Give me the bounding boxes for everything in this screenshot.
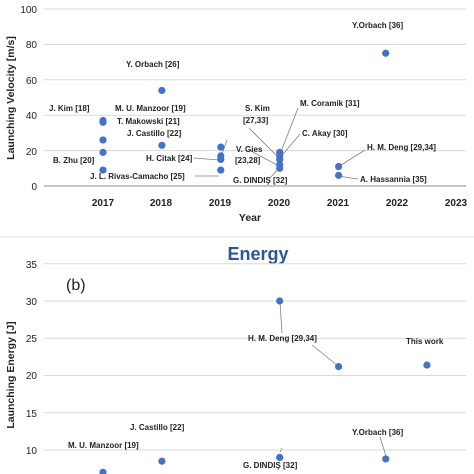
velocity-data-point: [335, 171, 343, 179]
velocity-data-point: [217, 143, 225, 151]
energy-y-tick: 20: [26, 371, 38, 382]
energy-data-point: [276, 297, 284, 305]
energy-data-point: [423, 361, 431, 369]
annotation-label: V. Gies: [236, 145, 263, 154]
energy-data-point: [382, 455, 390, 463]
velocity-x-tick: 2023: [445, 198, 468, 209]
leader-line: [248, 127, 280, 159]
energy-y-axis-label: Launching Energy [J]: [5, 321, 17, 428]
energy-annotations: H. M. Deng [29,34] This work J. Castillo…: [68, 334, 444, 470]
velocity-x-tick: 2018: [150, 198, 173, 209]
annotation-label: G. DINDIŞ [32]: [243, 461, 298, 470]
energy-data-point: [158, 457, 166, 465]
annotation-label: M. Coramik [31]: [300, 99, 360, 108]
energy-chart-title: Energy: [227, 244, 288, 264]
velocity-y-axis-label: Launching Velocity [m/s]: [5, 36, 17, 160]
energy-data-point: [276, 453, 284, 462]
annotation-label: M. U. Manzoor [19]: [115, 104, 186, 113]
annotation-label: B. Zhu [20]: [53, 156, 95, 165]
velocity-x-axis-label: Year: [239, 212, 261, 224]
velocity-points: [99, 49, 390, 179]
energy-y-ticks: 10 15 20 25 30 35: [26, 260, 38, 457]
velocity-x-tick: 2020: [268, 198, 291, 209]
energy-y-tick: 10: [26, 446, 38, 457]
velocity-y-ticks: 0 20 40 60 80 100: [20, 5, 37, 193]
energy-y-tick: 30: [26, 297, 38, 308]
velocity-annotations: Y.Orbach [36] Y. Orbach [26] J. Kim [18]…: [49, 21, 436, 185]
energy-y-tick: 15: [26, 409, 38, 420]
leader-line: [193, 157, 220, 161]
energy-points: [99, 297, 431, 474]
energy-y-tick: 25: [26, 334, 38, 345]
velocity-data-point: [99, 148, 107, 156]
energy-data-point: [335, 362, 343, 371]
velocity-y-tick: 0: [31, 182, 37, 193]
annotation-label: J. Castillo [22]: [130, 423, 185, 432]
annotation-label: M. U. Manzoor [19]: [68, 441, 139, 450]
leader-line: [278, 107, 299, 158]
annotation-label: Y. Orbach [26]: [126, 60, 180, 69]
energy-gridlines: [44, 263, 466, 451]
annotation-label: This work: [406, 337, 444, 346]
annotation-label: [27,33]: [243, 116, 269, 125]
energy-data-point: [99, 468, 107, 474]
velocity-data-point: [335, 162, 343, 171]
velocity-data-point: [158, 86, 166, 95]
annotation-label: J. L. Rivas-Camacho [25]: [90, 172, 185, 181]
leader-line: [279, 447, 283, 453]
velocity-gridlines: [44, 8, 466, 187]
velocity-y-tick: 80: [26, 40, 38, 51]
velocity-y-tick: 100: [20, 5, 37, 16]
velocity-data-point: [99, 136, 107, 144]
velocity-x-tick: 2022: [386, 198, 409, 209]
annotation-label: Y.Orbach [36]: [352, 428, 403, 437]
annotation-label: [23,28]: [235, 156, 261, 165]
velocity-data-point: [99, 116, 107, 125]
annotation-label: C. Akay [30]: [302, 129, 348, 138]
energy-y-tick: 35: [26, 260, 38, 271]
panel-label: (b): [66, 277, 86, 294]
annotation-label: S. Kim: [245, 104, 270, 113]
velocity-x-tick: 2019: [209, 198, 232, 209]
annotation-label: G. DINDIŞ [32]: [233, 176, 288, 185]
energy-chart: Energy (b) 10 15 20 25 30 35 Launching E…: [5, 244, 466, 474]
leader-line: [337, 149, 366, 168]
annotation-label: J. Kim [18]: [49, 104, 90, 113]
velocity-data-point: [217, 155, 225, 164]
annotation-label: A. Hassannia [35]: [360, 175, 427, 184]
velocity-data-point: [382, 49, 390, 57]
velocity-x-tick: 2021: [327, 198, 350, 209]
velocity-chart: 0 20 40 60 80 100 2017 2018 2019 2020 20…: [5, 5, 468, 224]
leader-line: [279, 301, 283, 334]
velocity-data-point: [276, 155, 284, 164]
velocity-data-point: [276, 164, 284, 172]
annotation-label: H. M. Deng [29,34]: [367, 143, 436, 152]
annotation-label: T. Makowski [21]: [117, 117, 180, 126]
energy-leader-lines: [279, 301, 387, 457]
velocity-data-point: [158, 141, 166, 149]
velocity-y-tick: 60: [26, 76, 38, 87]
velocity-data-point: [99, 166, 107, 174]
velocity-y-tick: 40: [26, 111, 38, 122]
annotation-label: H. Citak [24]: [146, 154, 193, 163]
velocity-x-tick: 2017: [92, 198, 115, 209]
annotation-label: J. Castillo [22]: [127, 129, 182, 138]
leader-line: [248, 149, 280, 167]
annotation-label: H. M. Deng [29,34]: [248, 334, 317, 343]
leader-line: [379, 436, 387, 457]
velocity-y-tick: 20: [26, 147, 38, 158]
velocity-data-point: [217, 166, 225, 174]
leader-line: [311, 344, 339, 367]
velocity-x-ticks: 2017 2018 2019 2020 2021 2022 2023: [92, 198, 468, 209]
annotation-label: Y.Orbach [36]: [352, 21, 403, 30]
